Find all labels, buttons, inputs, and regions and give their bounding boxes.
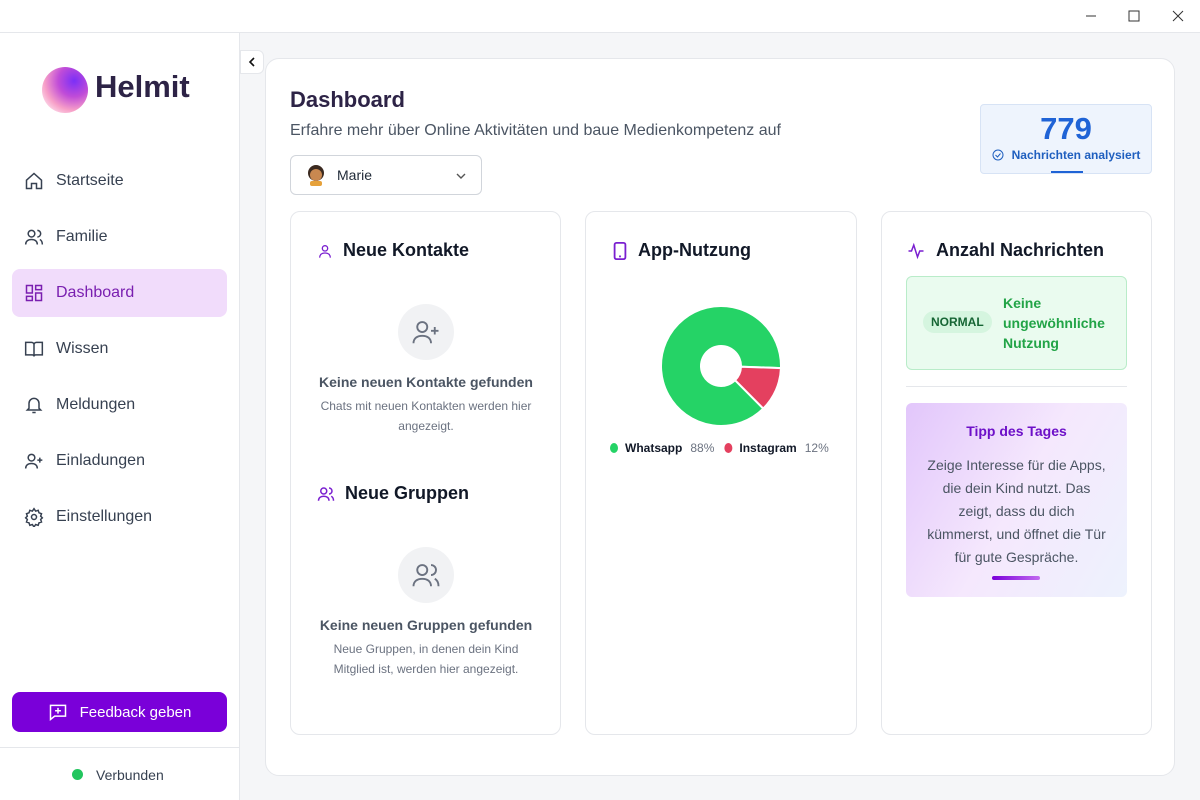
status-text: Keine ungewöhnliche Nutzung (1003, 295, 1105, 351)
legend-value: 12% (805, 441, 829, 455)
legend-label: Instagram (739, 441, 796, 455)
pie-slice (733, 365, 782, 410)
nav-item[interactable]: Startseite (12, 157, 227, 205)
card-title-text: Neue Kontakte (343, 240, 470, 260)
nav-item[interactable]: Einstellungen (12, 493, 227, 541)
main-area: Dashboard Erfahre mehr über Online Aktiv… (240, 32, 1200, 800)
card-title: Neue Kontakte (317, 240, 469, 261)
contacts-card: Neue Kontakte Keine neuen Kontakte gefun… (290, 211, 561, 735)
nav-label: Dashboard (56, 284, 135, 301)
card-title-text: App-Nutzung (638, 240, 751, 260)
dashboard-card: Dashboard Erfahre mehr über Online Aktiv… (265, 58, 1175, 776)
stat-label-text: Nachrichten analysiert (1011, 148, 1141, 162)
nav-label: Einladungen (56, 452, 145, 469)
empty-title: Keine neuen Gruppen gefunden (319, 617, 533, 633)
sidebar: Helmit Startseite Familie Dashboard Wiss… (0, 32, 240, 800)
nav-label: Wissen (56, 340, 109, 357)
empty-icon (398, 304, 454, 360)
status-label: Verbunden (96, 767, 164, 783)
nav-item[interactable]: Dashboard (12, 269, 227, 317)
empty-text: Chats mit neuen Kontakten werden hier an… (320, 399, 532, 433)
legend-marker (724, 443, 733, 453)
collapse-button[interactable] (240, 50, 264, 74)
legend-label: Whatsapp (625, 441, 682, 455)
page-title: Dashboard (290, 87, 405, 112)
nav-item[interactable]: Einladungen (12, 437, 227, 485)
feedback-button[interactable]: Feedback geben (12, 692, 227, 732)
status-badge: NORMAL (923, 311, 992, 333)
title-bar (0, 0, 1200, 32)
pie-slice (660, 305, 782, 427)
window-controls[interactable] (1080, 8, 1190, 24)
legend-value: 88% (690, 441, 714, 455)
empty-title: Keine neuen Kontakte gefunden (319, 374, 533, 390)
card-title-text: Anzahl Nachrichten (936, 240, 1105, 260)
nav-label: Startseite (56, 172, 124, 189)
pie-chart: Whatsapp 88% Instagram 12% (610, 305, 829, 455)
nav-item[interactable]: Wissen (12, 325, 227, 373)
card-title-text: Neue Gruppen (345, 483, 470, 503)
child-name: Marie (337, 167, 373, 183)
card-title: Neue Gruppen (317, 483, 469, 504)
status-box: NORMAL Keine ungewöhnliche Nutzung (906, 276, 1127, 370)
page-subtitle: Erfahre mehr über Online Aktivitäten und… (290, 122, 781, 139)
button-label: Feedback geben (79, 703, 192, 721)
divider (906, 386, 1127, 387)
stat-label: Nachrichten analysiert (981, 148, 1151, 162)
card-title: Anzahl Nachrichten (906, 240, 1104, 261)
tip-title: Tipp des Tages (966, 423, 1067, 439)
nav-item[interactable]: Familie (12, 213, 227, 261)
nav-item[interactable]: Meldungen (12, 381, 227, 429)
app-usage-card: App-Nutzung Whatsapp 88% Instagram 12% (585, 211, 857, 735)
messages-card: Anzahl Nachrichten NORMAL Keine ungewöhn… (881, 211, 1152, 735)
nav-label: Familie (56, 228, 108, 245)
tip-indicator (992, 576, 1040, 580)
tip-box: Tipp des Tages Zeige Interesse für die A… (906, 403, 1127, 597)
nav-label: Meldungen (56, 396, 136, 413)
card-title: App-Nutzung (612, 240, 751, 261)
stat-box: 779 Nachrichten analysiert (980, 104, 1152, 174)
empty-text: Neue Gruppen, in denen dein Kind Mitglie… (333, 642, 519, 676)
stat-underline (1051, 171, 1083, 173)
tip-text: Zeige Interesse für die Apps, die dein K… (927, 457, 1106, 565)
divider (0, 747, 239, 748)
empty-icon (398, 547, 454, 603)
logo (42, 67, 88, 113)
child-select[interactable]: Marie (290, 155, 482, 195)
stat-value: 779 (1040, 111, 1092, 146)
brand: Helmit (95, 69, 190, 104)
nav-label: Einstellungen (56, 508, 153, 525)
legend-marker (610, 443, 618, 453)
status-dot (72, 769, 83, 780)
